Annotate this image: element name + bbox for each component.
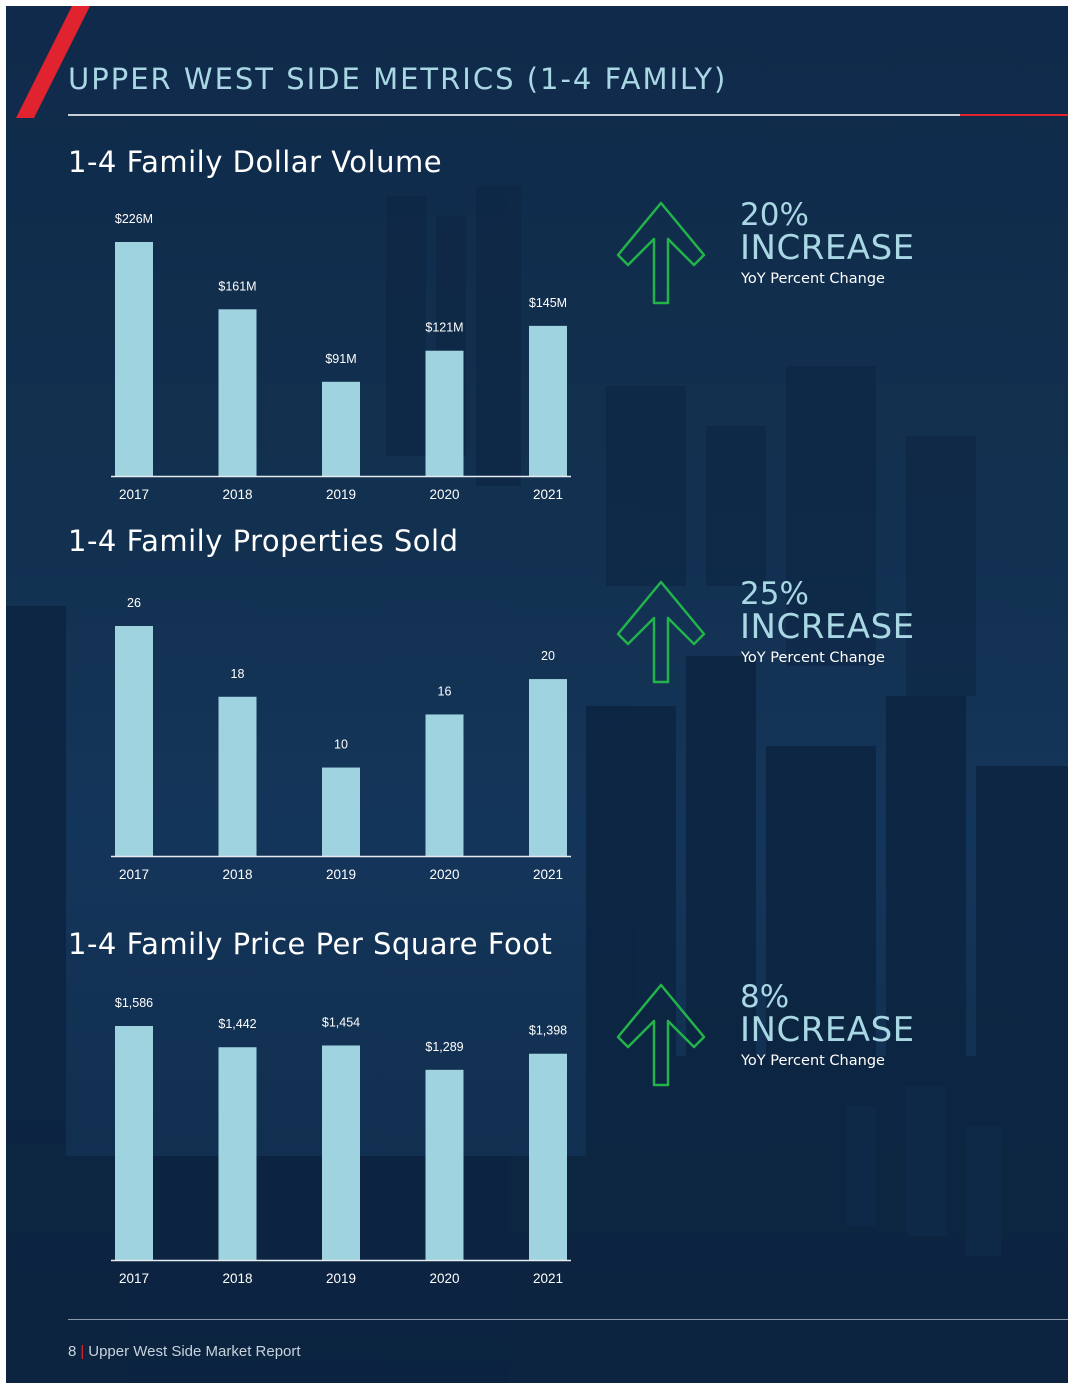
bar-value-label: $1,442 — [218, 1017, 256, 1031]
bar-value-label: $145M — [529, 296, 567, 310]
bar-2021 — [529, 325, 567, 476]
report-page: UPPER WEST SIDE METRICS (1-4 FAMILY) 1-4… — [6, 6, 1068, 1383]
bar-2021 — [529, 679, 567, 856]
bar-value-label: $1,586 — [115, 996, 153, 1010]
red-accent-stripe — [16, 6, 90, 118]
bar-value-label: 10 — [334, 738, 348, 752]
bar-2019 — [322, 767, 360, 856]
price-per-sqft-bar-chart: $1,586 2017 $1,442 2018 $1,454 2019 $1,289 2020… — [111, 996, 571, 1286]
city-skyline-background — [6, 186, 1068, 1383]
bar-value-label: $161M — [218, 279, 256, 293]
x-tick-label: 2019 — [326, 487, 356, 502]
x-tick-label: 2018 — [222, 487, 252, 502]
bar-value-label: $1,398 — [529, 1024, 567, 1038]
section-title-price-per-sqft: 1-4 Family Price Per Square Foot — [68, 927, 553, 961]
change-direction: INCREASE — [740, 1010, 915, 1050]
footer: 8 | Upper West Side Market Report — [68, 1343, 301, 1360]
x-tick-label: 2019 — [326, 867, 356, 882]
up-arrow-icon — [616, 983, 706, 1087]
bar-2018 — [218, 696, 257, 856]
dollar-volume-callout: 20% INCREASE YoY Percent Change — [614, 199, 1014, 309]
bar-value-label: 20 — [541, 649, 555, 663]
bar-2017 — [115, 1026, 153, 1260]
bar-2018 — [218, 309, 257, 476]
x-tick-label: 2017 — [119, 487, 149, 502]
bar-2017 — [115, 626, 153, 856]
section-title-properties-sold: 1-4 Family Properties Sold — [68, 524, 459, 558]
x-tick-label: 2017 — [119, 867, 149, 882]
up-arrow-icon — [616, 201, 706, 305]
bar-2020 — [425, 714, 464, 856]
change-direction: INCREASE — [740, 607, 915, 647]
callout-subtitle: YoY Percent Change — [741, 1053, 885, 1069]
bar-2019 — [322, 1045, 360, 1260]
bar-value-label: 26 — [127, 596, 141, 610]
bar-value-label: $226M — [115, 212, 153, 226]
bar-value-label: $121M — [425, 321, 463, 335]
x-tick-label: 2020 — [429, 487, 459, 502]
bar-2021 — [529, 1053, 567, 1260]
bar-2019 — [322, 381, 360, 476]
percent-value: 25% — [740, 576, 809, 612]
price-per-sqft-callout: 8% INCREASE YoY Percent Change — [614, 981, 1014, 1091]
percent-value: 8% — [740, 979, 790, 1015]
dollar-volume-bar-chart: $226M 2017 $161M 2018 $91M 2019 $121M 2020 $145M… — [111, 212, 571, 502]
bar-2018 — [218, 1047, 257, 1260]
title-divider — [68, 114, 960, 116]
x-tick-label: 2018 — [222, 1271, 252, 1286]
x-tick-label: 2021 — [533, 487, 563, 502]
change-direction: INCREASE — [740, 228, 915, 268]
x-tick-label: 2021 — [533, 1271, 563, 1286]
x-tick-label: 2019 — [326, 1271, 356, 1286]
bar-value-label: $91M — [325, 352, 356, 366]
properties-sold-callout: 25% INCREASE YoY Percent Change — [614, 578, 1014, 688]
callout-subtitle: YoY Percent Change — [741, 271, 885, 287]
bar-2017 — [115, 242, 153, 476]
bar-value-label: $1,289 — [425, 1040, 463, 1054]
bar-2020 — [425, 1069, 464, 1260]
x-tick-label: 2018 — [222, 867, 252, 882]
up-arrow-icon — [616, 580, 706, 684]
x-tick-label: 2020 — [429, 867, 459, 882]
footer-label: Upper West Side Market Report — [88, 1343, 301, 1360]
bar-2020 — [425, 350, 464, 476]
callout-subtitle: YoY Percent Change — [741, 650, 885, 666]
bar-value-label: 16 — [438, 684, 452, 698]
x-tick-label: 2017 — [119, 1271, 149, 1286]
bar-value-label: 18 — [231, 667, 245, 681]
section-title-dollar-volume: 1-4 Family Dollar Volume — [68, 145, 443, 179]
percent-value: 20% — [740, 197, 809, 233]
title-divider-accent — [960, 114, 1068, 116]
page-title: UPPER WEST SIDE METRICS (1-4 FAMILY) — [68, 62, 728, 96]
x-tick-label: 2021 — [533, 867, 563, 882]
x-tick-label: 2020 — [429, 1271, 459, 1286]
bar-value-label: $1,454 — [322, 1015, 360, 1029]
footer-separator: | — [80, 1343, 85, 1360]
page-number: 8 — [68, 1343, 77, 1360]
footer-divider — [68, 1319, 1068, 1320]
